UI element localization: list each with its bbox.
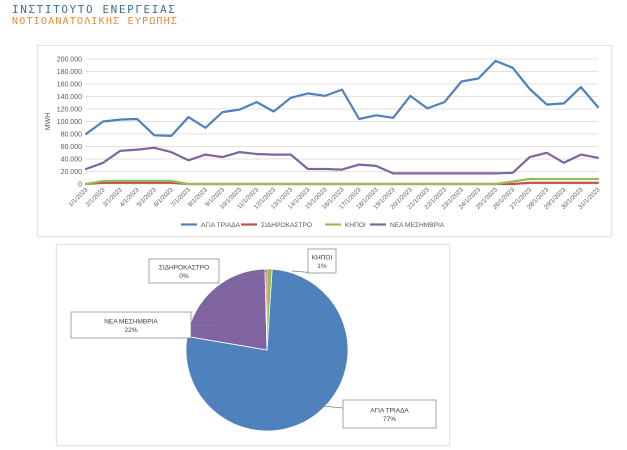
pie-slices [185,268,349,432]
pie-label-name-1: ΣΙΔΗΡΟΚΑΣΤΡΟ [159,265,209,272]
pie-label-percent-3: 22% [124,327,137,334]
pie-label-percent-0: 77% [383,416,396,423]
y-tick-label: 120.000 [57,107,82,114]
pie-leader-line-0 [311,404,344,409]
pie-label-box-1 [148,258,220,284]
y-tick-label: 200.000 [57,57,82,64]
pie-label-box-3 [70,311,192,339]
series-line-2 [84,177,600,186]
y-gridlines [86,58,598,185]
line-chart-panel: 0 20.000 40.000 60.000 80.000 100.000 120.000 1… [37,45,612,237]
pie-label-percent-1: 0% [179,273,189,280]
y-tick-label: 160.000 [57,82,82,89]
pie-chart-panel: ΣΙΔΗΡΟΚΑΣΤΡΟ 0% ΚΗΠΟΙ 1% ΝΕΑ ΜΕΣΗΜΒΡΙΑ 22% ΑΓΙ… [56,244,450,446]
y-tick-label: 20.000 [61,169,83,176]
legend-label-1: ΣΙΔΗΡΟΚΑΣΤΡΟ [261,222,312,229]
legend-label-0: ΑΓΙΑ ΤΡΙΑΔΑ [201,222,241,229]
pie-label-name-2: ΚΗΠΟΙ [312,255,333,262]
y-tick-label: 40.000 [61,157,83,164]
y-tick-label: 60.000 [61,144,83,151]
pie-label-name-0: ΑΓΙΑ ΤΡΙΑΔΑ [370,408,409,415]
series-lines [84,59,600,186]
y-axis-label: MWH [45,113,52,131]
y-tick-label: 140.000 [57,94,82,101]
y-tick-label: 0 [78,182,82,189]
series-line-0 [84,59,600,138]
institute-title: ΙΝΣΤΙΤΟΥΤΟ ΕΝΕΡΓΕΙΑΣ [12,3,177,16]
line-chart: 0 20.000 40.000 60.000 80.000 100.000 120.000 1… [45,57,602,230]
legend-label-3: ΝΕΑ ΜΕΣΗΜΒΡΙΑ [390,222,445,229]
page-header: ΙΝΣΤΙΤΟΥΤΟ ΕΝΕΡΓΕΙΑΣ ΝΟΤΙΟΑΝΑΤΟΛΙΚΗΣ ΕΥΡ… [12,4,178,28]
pie-label-name-3: ΝΕΑ ΜΕΣΗΜΒΡΙΑ [104,319,158,326]
series-line-3 [84,146,600,175]
y-tick-label: 80.000 [61,132,83,139]
pie-label-box-0 [342,399,437,429]
chart-legend: ΑΓΙΑ ΤΡΙΑΔΑ ΣΙΔΗΡΟΚΑΣΤΡΟ ΚΗΠΟΙ ΝΕΑ ΜΕΣΗΜΒΡΙ… [181,222,445,229]
y-tick-label: 100.000 [57,119,82,126]
pie-label-percent-2: 1% [317,263,327,270]
legend-label-2: ΚΗΠΟΙ [345,222,366,229]
institute-subtitle: ΝΟΤΙΟΑΝΑΤΟΛΙΚΗΣ ΕΥΡΩΠΗΣ [12,16,179,27]
pie-slice-2 [266,268,273,351]
pie-label-box-2 [307,248,337,274]
y-tick-labels: 0 20.000 40.000 60.000 80.000 100.000 120.000 1… [57,57,82,189]
y-tick-label: 180.000 [57,69,82,76]
pie-leader-line-1 [233,270,268,282]
x-tick-labels: 1/1/20232/1/20233/1/20234/1/20235/1/2023… [67,186,601,211]
